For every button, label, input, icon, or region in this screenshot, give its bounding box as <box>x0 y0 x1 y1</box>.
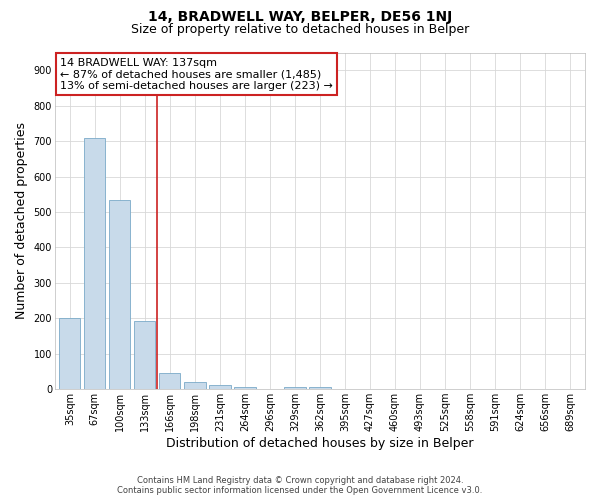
Bar <box>59 318 80 389</box>
X-axis label: Distribution of detached houses by size in Belper: Distribution of detached houses by size … <box>166 437 473 450</box>
Text: 14 BRADWELL WAY: 137sqm
← 87% of detached houses are smaller (1,485)
13% of semi: 14 BRADWELL WAY: 137sqm ← 87% of detache… <box>60 58 333 91</box>
Bar <box>209 385 230 389</box>
Bar <box>309 388 331 389</box>
Text: Size of property relative to detached houses in Belper: Size of property relative to detached ho… <box>131 22 469 36</box>
Y-axis label: Number of detached properties: Number of detached properties <box>15 122 28 320</box>
Bar <box>134 321 155 389</box>
Text: 14, BRADWELL WAY, BELPER, DE56 1NJ: 14, BRADWELL WAY, BELPER, DE56 1NJ <box>148 10 452 24</box>
Bar <box>84 138 106 389</box>
Bar <box>109 200 130 389</box>
Bar <box>234 388 256 389</box>
Bar <box>159 373 181 389</box>
Text: Contains HM Land Registry data © Crown copyright and database right 2024.
Contai: Contains HM Land Registry data © Crown c… <box>118 476 482 495</box>
Bar <box>184 382 206 389</box>
Bar <box>284 386 305 389</box>
